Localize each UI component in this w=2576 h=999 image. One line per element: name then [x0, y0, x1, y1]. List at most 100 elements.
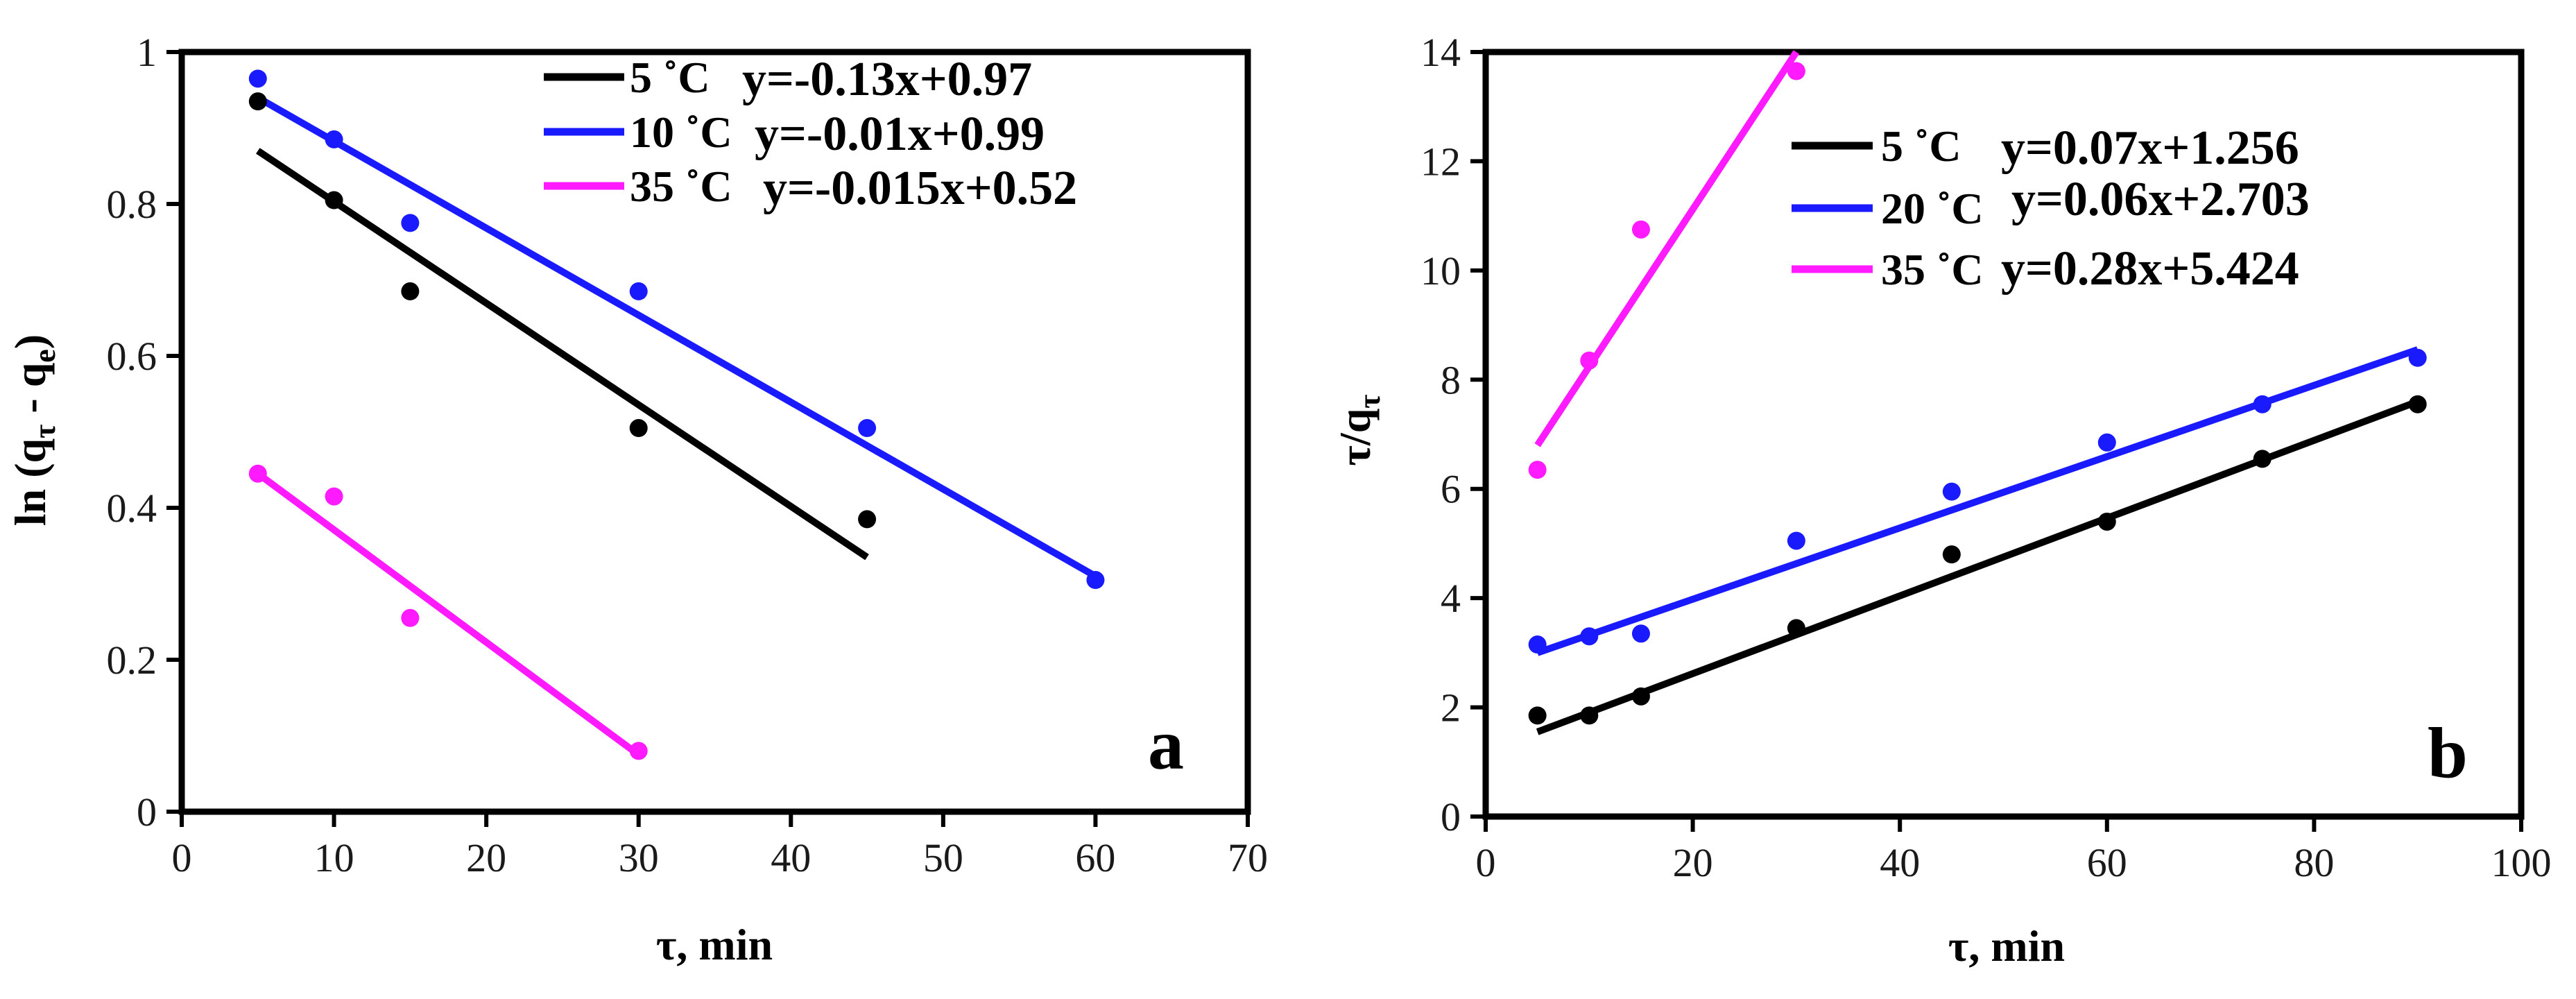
data-point-a-10c-4 [858, 419, 877, 438]
fit-line-a-10c [256, 94, 1097, 579]
legend-label-a-10c: 10 ˚C [630, 108, 732, 157]
legend-equation-b-20c: y=0.06x+2.703 [2011, 173, 2310, 226]
data-points-a [248, 69, 1105, 760]
y-tick-label-b-2: 4 [1441, 576, 1461, 621]
tick-labels-a: 0 10 20 30 40 50 60 70 0 0.2 0.4 0.6 0.8 1 [107, 30, 1269, 880]
y-tick-label-a-0: 0 [137, 789, 157, 835]
legend-equation-a-10c: y=-0.01x+0.99 [755, 108, 1045, 161]
y-axis-label-a: ln (qτ - qe) [6, 334, 62, 526]
plot-frame-b [1482, 49, 2525, 820]
data-point-b-5c-7 [2408, 395, 2427, 413]
legend-b: 5 ˚C y=0.07x+1.256 20 ˚C y=0.06x+2.703 3… [1792, 121, 2310, 296]
data-point-b-20c-5 [2097, 433, 2116, 452]
legend-equation-a-35c: y=-0.015x+0.52 [763, 162, 1077, 215]
data-point-a-5c-4 [858, 510, 877, 529]
legend-a: 5 ˚C y=-0.13x+0.97 10 ˚C y=-0.01x+0.99 3… [544, 53, 1077, 215]
data-point-a-10c-3 [629, 282, 648, 300]
panel-letter-b: b [2428, 713, 2468, 793]
x-tick-label-b-0: 0 [1476, 840, 1496, 885]
y-tick-label-a-2: 0.4 [107, 486, 157, 531]
x-tick-label-a-2: 20 [466, 835, 506, 880]
data-point-b-35c-2 [1631, 220, 1650, 239]
chart-panel-a: 0 10 20 30 40 50 60 70 0 0.2 0.4 0.6 0.8 1 5 ˚C y=-0.… [6, 30, 1268, 969]
data-point-a-35c-0 [248, 464, 267, 483]
legend-label-b-5c: 5 ˚C [1881, 121, 1961, 171]
data-point-b-5c-3 [1787, 619, 1805, 638]
x-tick-label-a-5: 50 [923, 835, 963, 880]
data-point-b-20c-7 [2408, 348, 2427, 367]
legend-equation-b-5c: y=0.07x+1.256 [2001, 121, 2299, 175]
y-tick-label-a-5: 1 [137, 30, 157, 75]
y-tick-label-b-4: 8 [1441, 357, 1461, 402]
y-tick-label-b-0: 0 [1441, 794, 1461, 839]
data-point-a-10c-5 [1086, 571, 1105, 590]
y-tick-label-a-4: 0.8 [107, 182, 157, 227]
legend-label-b-20c: 20 ˚C [1881, 184, 1984, 233]
legend-label-a-35c: 35 ˚C [630, 162, 732, 211]
y-tick-label-a-1: 0.2 [107, 638, 157, 683]
x-tick-label-a-1: 10 [314, 835, 354, 880]
data-point-b-35c-0 [1528, 461, 1547, 479]
data-point-b-5c-6 [2253, 450, 2272, 468]
data-point-a-10c-0 [248, 69, 267, 88]
x-axis-label-b: τ, min [1948, 921, 2065, 971]
fit-line-a-35c [255, 470, 641, 758]
y-axis-label-b: τ/qτ [1330, 394, 1386, 466]
fit-line-b-35c [1534, 50, 1800, 447]
data-point-b-5c-4 [1942, 545, 1961, 564]
data-point-b-20c-2 [1631, 624, 1650, 643]
x-tick-label-a-7: 70 [1228, 835, 1268, 880]
chart-panel-b: 0 20 40 60 80 100 0 2 4 6 8 10 12 14 5 ˚C y=0.07x+1.2… [1330, 30, 2552, 971]
fit-lines-a [255, 94, 1097, 758]
legend-equation-b-35c: y=0.28x+5.424 [2001, 242, 2299, 296]
x-tick-label-a-4: 40 [771, 835, 811, 880]
data-point-b-5c-5 [2097, 512, 2116, 531]
legend-equation-a-5c: y=-0.13x+0.97 [742, 53, 1032, 106]
data-point-b-35c-1 [1580, 351, 1599, 370]
data-point-b-35c-3 [1787, 62, 1805, 80]
x-tick-label-b-5: 100 [2491, 840, 2552, 885]
x-tick-label-b-1: 20 [1673, 840, 1713, 885]
data-point-b-20c-1 [1580, 627, 1599, 646]
data-point-b-20c-0 [1528, 635, 1547, 654]
data-point-b-5c-2 [1631, 687, 1650, 706]
plot-frame-a [178, 49, 1251, 815]
tick-labels-b: 0 20 40 60 80 100 0 2 4 6 8 10 12 14 [1420, 30, 2552, 885]
data-point-a-5c-2 [401, 282, 420, 300]
data-point-a-35c-3 [629, 742, 648, 760]
y-tick-label-b-5: 10 [1420, 248, 1461, 293]
fit-line-b-20c [1536, 346, 2419, 656]
data-point-a-5c-3 [629, 419, 648, 438]
data-point-a-10c-1 [325, 130, 343, 148]
data-point-a-35c-1 [325, 487, 343, 506]
data-point-b-20c-3 [1787, 531, 1805, 550]
data-point-b-5c-0 [1528, 706, 1547, 725]
data-point-a-10c-2 [401, 214, 420, 232]
data-point-b-20c-4 [1942, 482, 1961, 501]
y-tick-label-b-7: 14 [1420, 30, 1461, 75]
data-point-b-20c-6 [2253, 395, 2272, 413]
data-point-b-5c-1 [1580, 706, 1599, 725]
x-axis-label-a: τ, min [656, 920, 773, 969]
x-tick-label-a-0: 0 [172, 835, 192, 880]
y-tick-label-a-3: 0.6 [107, 334, 157, 379]
x-tick-label-b-2: 40 [1880, 840, 1920, 885]
data-point-a-5c-0 [248, 92, 267, 111]
y-tick-label-b-6: 12 [1420, 139, 1461, 184]
data-point-a-5c-1 [325, 191, 343, 210]
x-tick-label-a-6: 60 [1075, 835, 1115, 880]
legend-label-b-35c: 35 ˚C [1881, 245, 1984, 294]
fit-line-a-5c [256, 148, 869, 561]
data-point-a-35c-2 [401, 608, 420, 627]
panel-letter-a: a [1148, 705, 1184, 785]
tick-marks-a [166, 50, 1250, 827]
y-tick-label-b-1: 2 [1441, 685, 1461, 731]
tick-marks-b [1470, 50, 2523, 832]
x-tick-label-b-3: 60 [2087, 840, 2127, 885]
x-tick-label-b-4: 80 [2294, 840, 2334, 885]
data-points-b [1528, 62, 2427, 725]
legend-label-a-5c: 5 ˚C [630, 53, 710, 102]
y-tick-label-b-3: 6 [1441, 467, 1461, 512]
x-tick-label-a-3: 30 [619, 835, 659, 880]
